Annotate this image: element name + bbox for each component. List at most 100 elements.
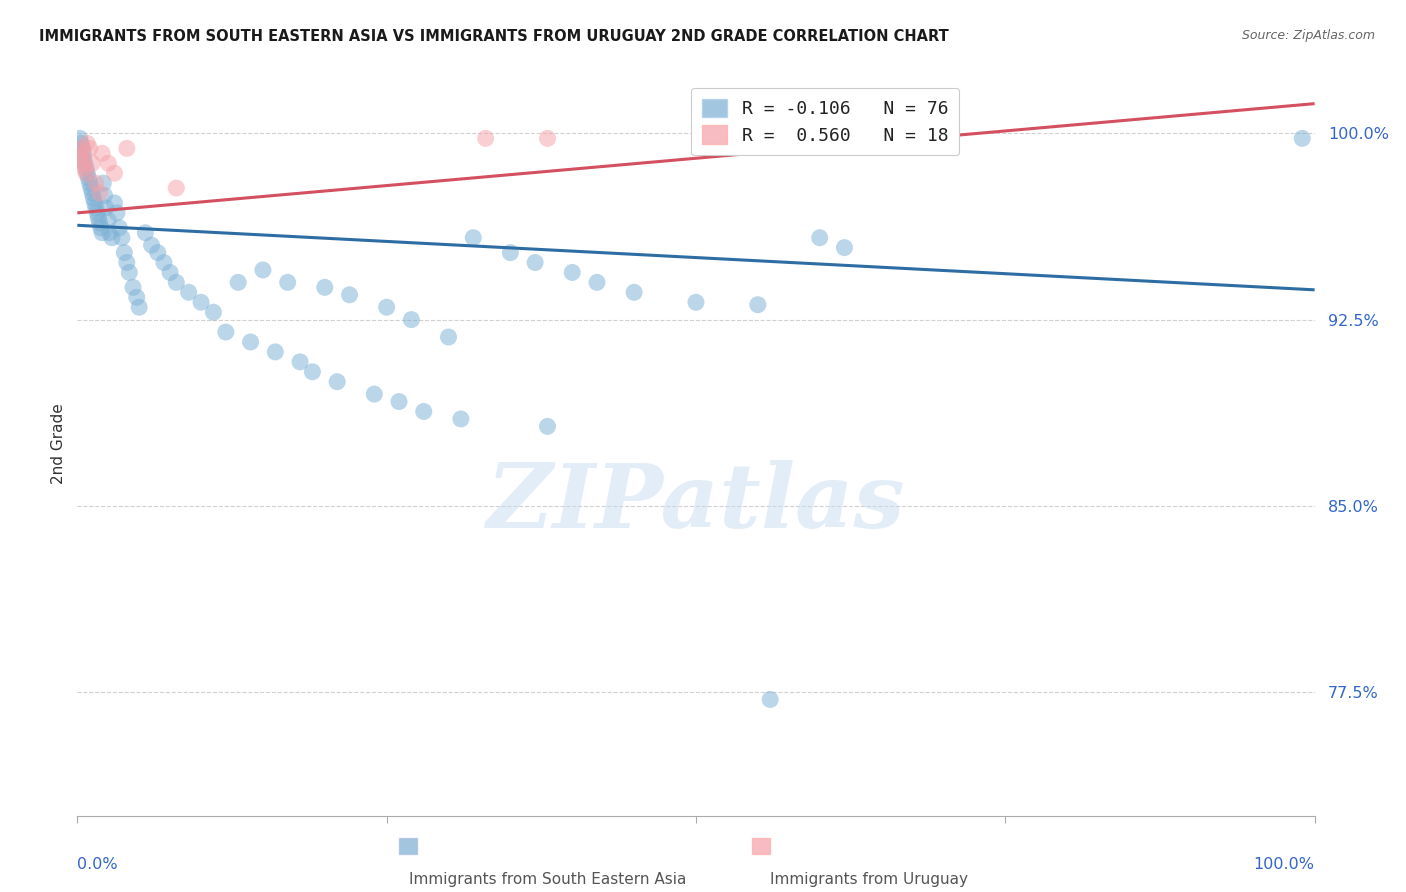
Point (98, 226, 121, 240)
Point (72, 141, 94, 155)
Point (73, 161, 96, 176)
Point (450, 412, 472, 426)
Point (412, 404, 434, 418)
Text: 100.0%: 100.0% (1254, 857, 1315, 872)
Point (70, 136, 93, 151)
Point (86, 206, 108, 220)
Point (115, 255, 138, 269)
Point (76, 136, 98, 151)
Point (1291, 131, 1313, 145)
Point (437, 330, 460, 344)
Text: Immigrants from South Eastern Asia: Immigrants from South Eastern Asia (409, 872, 686, 887)
Point (536, 419, 558, 434)
Point (288, 355, 311, 369)
Point (80, 181, 103, 195)
Point (264, 345, 287, 359)
Point (375, 300, 398, 314)
Point (239, 334, 262, 349)
Point (134, 226, 156, 240)
Point (72, 151, 94, 165)
Point (72, 141, 94, 155)
Text: Immigrants from Uruguay: Immigrants from Uruguay (770, 872, 969, 887)
Point (153, 255, 176, 269)
Point (70, 146, 93, 161)
Point (105, 206, 128, 220)
Point (277, 276, 299, 290)
Point (388, 394, 411, 409)
Point (91, 176, 114, 190)
Point (363, 387, 385, 401)
Point (524, 255, 547, 269)
Point (84, 201, 107, 215)
Point (190, 295, 212, 310)
Point (536, 131, 558, 145)
Point (314, 280, 336, 294)
Point (499, 245, 522, 260)
Point (177, 285, 200, 300)
Point (82, 191, 104, 205)
Point (77, 171, 100, 186)
Y-axis label: 2nd Grade: 2nd Grade (51, 403, 66, 484)
Point (165, 276, 187, 290)
Point (561, 265, 583, 279)
Point (75, 161, 97, 176)
Point (89, 216, 111, 230)
Point (108, 220, 131, 235)
Point (94, 201, 117, 215)
Point (103, 166, 125, 180)
Point (115, 141, 138, 155)
Point (159, 265, 181, 279)
Point (82, 186, 104, 200)
Text: Source: ZipAtlas.com: Source: ZipAtlas.com (1241, 29, 1375, 42)
Point (97, 156, 120, 170)
Point (339, 287, 361, 301)
Point (79, 141, 101, 155)
Point (91, 146, 114, 161)
Point (90, 220, 112, 235)
Point (125, 290, 148, 304)
Point (215, 325, 238, 339)
Point (76, 166, 98, 180)
Point (808, 230, 831, 244)
Point (75, 166, 97, 180)
Point (202, 305, 225, 319)
Point (97, 213, 120, 227)
Point (112, 245, 135, 260)
Point (685, 295, 707, 310)
Point (83, 196, 105, 211)
Point (747, 298, 769, 312)
Point (93, 188, 115, 202)
Point (122, 280, 145, 294)
Point (252, 263, 274, 277)
Point (401, 312, 423, 326)
Point (91, 226, 114, 240)
Point (226, 276, 249, 290)
Point (89, 186, 111, 200)
Point (146, 245, 169, 260)
Point (623, 285, 645, 300)
Point (118, 265, 141, 279)
Point (128, 300, 150, 314)
Text: 0.0%: 0.0% (77, 857, 118, 872)
Point (82, 156, 104, 170)
Point (73, 156, 96, 170)
Point (301, 365, 323, 379)
Point (101, 230, 124, 244)
Text: IMMIGRANTS FROM SOUTH EASTERN ASIA VS IMMIGRANTS FROM URUGUAY 2ND GRADE CORRELAT: IMMIGRANTS FROM SOUTH EASTERN ASIA VS IM… (39, 29, 949, 44)
Legend: R = -0.106   N = 76, R =  0.560   N = 18: R = -0.106 N = 76, R = 0.560 N = 18 (692, 87, 959, 155)
Point (72, 156, 94, 170)
Point (87, 211, 110, 225)
Point (72, 146, 94, 161)
Point (834, 241, 856, 255)
Point (111, 230, 134, 244)
Point (84, 176, 107, 190)
Point (759, 692, 782, 706)
Point (69, 131, 91, 145)
Point (586, 276, 609, 290)
Point (474, 131, 496, 145)
Point (165, 181, 187, 195)
Point (103, 196, 125, 211)
Point (326, 375, 349, 389)
Text: ZIPatlas: ZIPatlas (488, 460, 904, 547)
Point (79, 176, 101, 190)
